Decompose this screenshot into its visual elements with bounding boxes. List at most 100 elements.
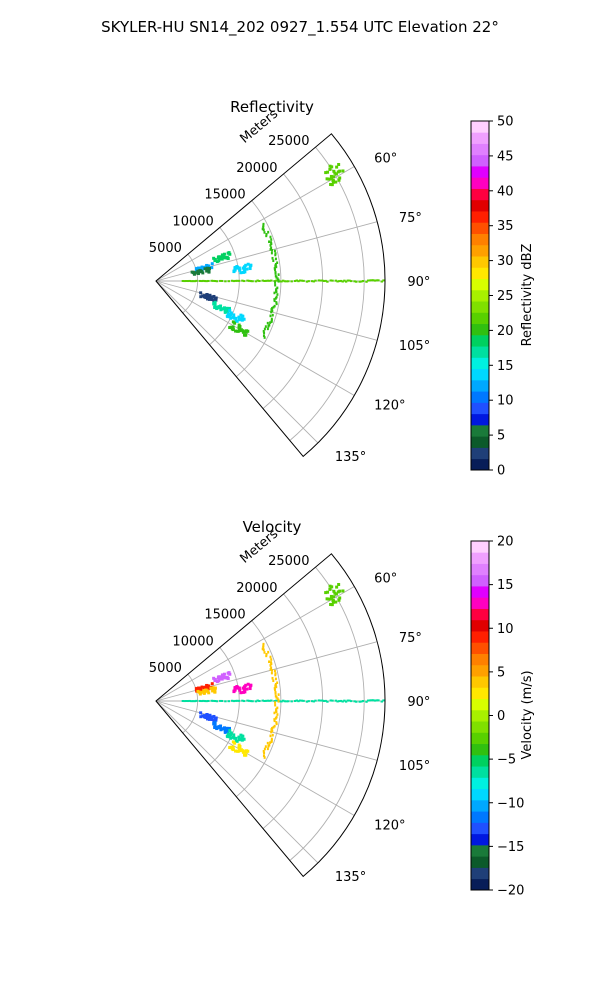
echo-cell xyxy=(275,301,278,304)
echo-cell xyxy=(239,328,243,332)
echo-cell xyxy=(231,320,235,324)
echo-cell xyxy=(326,590,330,594)
echo-cell xyxy=(237,318,241,322)
echo-cell xyxy=(262,334,265,338)
grid-ring xyxy=(209,647,240,766)
echo-cell xyxy=(242,737,246,741)
echo-cell xyxy=(183,280,186,283)
echo-cell xyxy=(297,280,300,283)
echo-cell xyxy=(249,280,253,283)
echo-cell xyxy=(349,700,353,703)
echo-cell xyxy=(276,261,279,265)
echo-cell xyxy=(201,294,205,298)
velocity-colorbar-label: Velocity (m/s) xyxy=(520,670,535,759)
echo-cell xyxy=(268,279,271,282)
echo-cell xyxy=(336,700,339,703)
echo-cell xyxy=(271,256,274,260)
echo-cell xyxy=(290,280,293,283)
echo-cell xyxy=(331,279,334,282)
echo-cell xyxy=(274,692,277,695)
echo-cell xyxy=(200,700,203,703)
echo-cell xyxy=(202,715,206,719)
echo-cell xyxy=(281,279,285,282)
echo-cell xyxy=(307,280,310,283)
echo-cell xyxy=(197,688,201,692)
colorbar-band xyxy=(471,458,489,471)
colorbar-tick-label: 40 xyxy=(497,184,514,199)
colorbar-band xyxy=(471,743,489,756)
colorbar-band xyxy=(471,413,489,426)
echo-cell xyxy=(285,280,288,283)
echo-cell xyxy=(264,325,267,328)
echo-cell xyxy=(337,582,341,586)
echo-cell xyxy=(200,685,204,689)
echo-cell xyxy=(358,700,361,703)
reflectivity-colorbar: 0 5 10 15 20 25 30 35 40 45 50 xyxy=(470,115,514,479)
echo-cell xyxy=(269,741,272,744)
echo-cell xyxy=(337,178,341,182)
echo-cell xyxy=(324,591,328,595)
echo-cell xyxy=(246,699,249,702)
echo-cell xyxy=(274,701,277,704)
figure-suptitle: SKYLER-HU SN14_202 0927_1.554 UTC Elevat… xyxy=(101,18,499,37)
echo-cell xyxy=(239,271,243,275)
echo-cell xyxy=(212,699,215,702)
echo-cell xyxy=(225,726,229,730)
echo-cell xyxy=(261,699,264,702)
echo-cell xyxy=(263,279,266,282)
echo-cell xyxy=(344,700,348,703)
echo-cell xyxy=(337,598,341,602)
echo-cell xyxy=(232,269,236,273)
echo-cell xyxy=(262,645,265,649)
echo-cell xyxy=(191,700,195,703)
echo-cell xyxy=(353,700,356,703)
echo-cell xyxy=(370,279,373,282)
echo-cell xyxy=(328,587,332,591)
colorbar-band xyxy=(471,844,489,857)
echo-cell xyxy=(213,690,217,694)
colorbar-band xyxy=(471,574,489,587)
colorbar-tick-label: 0 xyxy=(497,464,505,479)
echo-cell xyxy=(241,734,245,738)
echo-cell xyxy=(213,700,217,703)
echo-cell xyxy=(334,279,338,282)
echo-cell xyxy=(219,279,222,282)
colorbar-band xyxy=(471,233,489,246)
echo-cell xyxy=(263,336,266,339)
echo-cell xyxy=(195,699,198,702)
echo-cell xyxy=(353,280,356,283)
echo-cell xyxy=(377,279,380,282)
echo-cell xyxy=(321,279,324,282)
echo-cell xyxy=(199,295,203,299)
echo-cell xyxy=(213,297,217,301)
echo-cell xyxy=(237,326,241,330)
colorbar-band xyxy=(471,833,489,846)
echo-cell xyxy=(341,589,345,593)
reflectivity-title: Reflectivity xyxy=(230,98,314,116)
echo-cell xyxy=(341,700,344,703)
echo-cell xyxy=(274,262,277,266)
echo-cell xyxy=(213,688,217,692)
echo-cell xyxy=(193,271,197,275)
echo-cell xyxy=(193,280,196,283)
colorbar-band xyxy=(471,676,489,688)
echo-cell xyxy=(275,279,278,282)
echo-cell xyxy=(277,700,280,703)
echo-cell xyxy=(241,330,245,334)
echo-cell xyxy=(270,662,273,666)
echo-cell xyxy=(198,266,202,270)
velocity-colorbar: −20 −15 −10 −5 0 5 10 15 20 xyxy=(470,535,524,899)
echo-cell xyxy=(273,249,276,253)
echo-cell xyxy=(232,280,236,283)
echo-cell xyxy=(207,684,211,688)
echo-cell xyxy=(271,676,274,680)
echo-cell xyxy=(275,276,278,279)
echo-cell xyxy=(237,315,241,319)
echo-cell xyxy=(222,672,226,676)
echo-cell xyxy=(246,279,249,282)
echo-cell xyxy=(329,182,333,186)
echo-cell xyxy=(228,672,232,676)
echo-cell xyxy=(370,699,373,702)
echo-cell xyxy=(265,653,268,656)
echo-cell xyxy=(234,316,238,320)
